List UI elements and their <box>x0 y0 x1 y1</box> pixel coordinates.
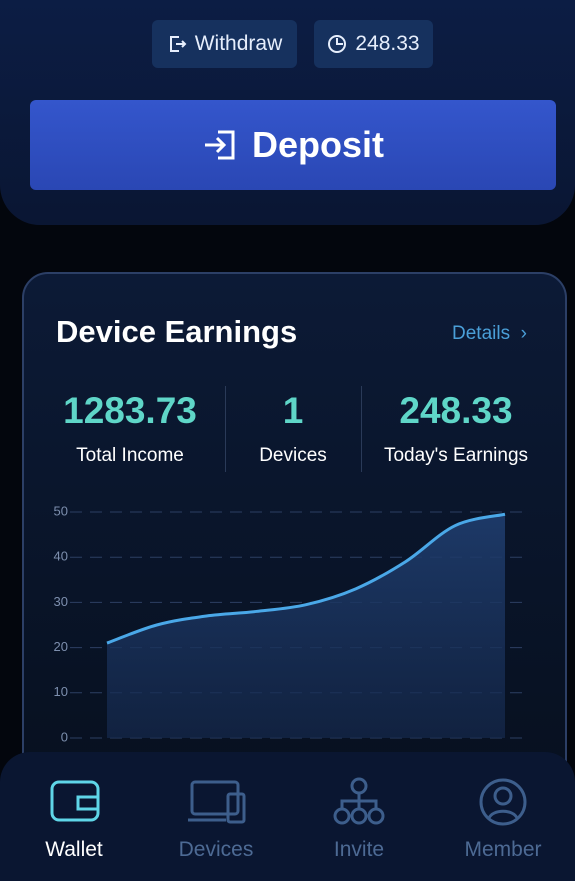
deposit-icon <box>204 130 235 160</box>
y-tick-label: 40 <box>54 549 68 564</box>
stat-value: 1 <box>282 390 304 431</box>
nav-label[interactable]: Wallet <box>45 838 103 861</box>
y-tick-label: 50 <box>54 503 68 518</box>
earnings-chart: 0 10 20 30 40 50 <box>54 503 530 744</box>
deposit-button[interactable]: Deposit <box>30 100 556 190</box>
clock-icon <box>328 35 347 53</box>
nav-icons <box>50 777 527 826</box>
stat-label: Today's Earnings <box>383 445 529 466</box>
divider <box>361 386 362 472</box>
balance-button[interactable]: 248.33 <box>314 20 433 68</box>
details-link[interactable]: Details › <box>452 323 527 344</box>
nav-label[interactable]: Invite <box>333 838 385 861</box>
nav-label[interactable]: Member <box>464 838 542 861</box>
withdraw-icon <box>169 36 187 52</box>
stat-label: Total Income <box>76 445 184 466</box>
withdraw-button[interactable]: Withdraw <box>152 20 297 68</box>
withdraw-label: Withdraw <box>194 32 283 55</box>
devices-icon[interactable] <box>188 780 246 824</box>
deposit-label: Deposit <box>251 124 384 165</box>
stat-label: Devices <box>259 445 327 466</box>
card-title: Device Earnings <box>56 314 298 349</box>
divider <box>225 386 226 472</box>
nav-label[interactable]: Devices <box>178 838 254 861</box>
invite-icon[interactable] <box>333 777 385 825</box>
y-tick-label: 30 <box>54 594 68 609</box>
line <box>106 512 506 645</box>
area <box>107 514 505 738</box>
wallet-icon[interactable] <box>50 780 100 822</box>
details-label[interactable]: Details <box>452 323 511 344</box>
y-tick-label: 10 <box>54 684 68 699</box>
member-icon[interactable] <box>479 778 527 826</box>
stat-value: 248.33 <box>399 390 513 431</box>
balance-value: 248.33 <box>355 32 420 55</box>
y-tick-label: 20 <box>54 639 68 654</box>
y-tick-label: 0 <box>61 729 68 744</box>
stat-value: 1283.73 <box>63 390 197 431</box>
